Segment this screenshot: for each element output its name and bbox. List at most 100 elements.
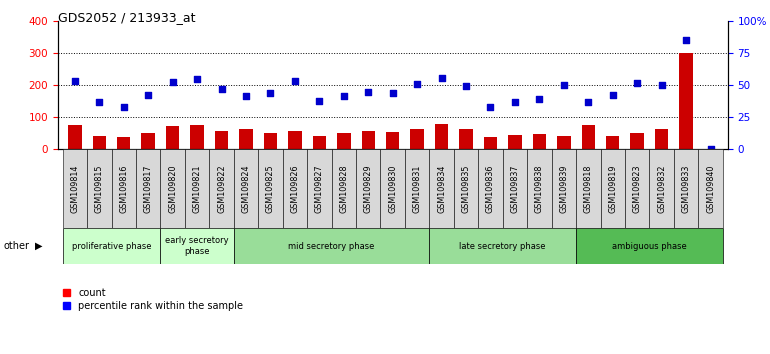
Text: GSM109834: GSM109834	[437, 164, 446, 213]
Bar	[117, 137, 130, 149]
Point	[436, 75, 448, 81]
Bar	[386, 132, 400, 149]
Point	[607, 92, 619, 98]
Text: GSM109816: GSM109816	[119, 164, 129, 213]
Text: GSM109817: GSM109817	[144, 164, 152, 213]
Bar	[209, 149, 234, 228]
Bar	[649, 149, 674, 228]
Bar	[430, 149, 454, 228]
Point	[142, 93, 154, 98]
Text: GSM109822: GSM109822	[217, 164, 226, 213]
Bar	[484, 137, 497, 149]
Text: GSM109832: GSM109832	[657, 164, 666, 213]
Point	[93, 99, 105, 104]
Point	[582, 99, 594, 104]
Bar	[215, 131, 228, 149]
Bar	[136, 149, 160, 228]
Text: GSM109820: GSM109820	[168, 164, 177, 213]
Point	[460, 83, 472, 88]
Point	[191, 76, 203, 82]
Bar	[356, 149, 380, 228]
Bar	[576, 149, 601, 228]
Text: GSM109823: GSM109823	[633, 164, 641, 213]
Text: proliferative phase: proliferative phase	[72, 241, 151, 251]
Text: GSM109815: GSM109815	[95, 164, 104, 213]
Text: GSM109825: GSM109825	[266, 164, 275, 213]
Text: GSM109831: GSM109831	[413, 164, 422, 213]
Bar	[655, 129, 668, 149]
Point	[337, 93, 350, 99]
Text: GSM109827: GSM109827	[315, 164, 324, 213]
Bar	[68, 125, 82, 149]
Bar	[166, 126, 179, 149]
Point	[509, 99, 521, 104]
Bar	[478, 149, 503, 228]
Text: GSM109836: GSM109836	[486, 164, 495, 213]
Bar	[362, 131, 375, 149]
Text: GSM109835: GSM109835	[461, 164, 470, 213]
Bar	[631, 133, 644, 149]
Bar	[264, 133, 277, 149]
Point	[705, 146, 717, 152]
Point	[289, 78, 301, 84]
Text: GSM109838: GSM109838	[535, 164, 544, 213]
Point	[411, 81, 424, 87]
Point	[118, 104, 130, 109]
Legend: count, percentile rank within the sample: count, percentile rank within the sample	[62, 288, 243, 311]
Point	[239, 93, 252, 99]
Text: GSM109829: GSM109829	[363, 164, 373, 213]
Bar	[405, 149, 430, 228]
Bar	[460, 129, 473, 149]
Bar	[601, 149, 625, 228]
Bar	[557, 136, 571, 149]
Point	[557, 82, 570, 88]
Point	[69, 78, 81, 84]
Bar	[87, 149, 112, 228]
Bar	[234, 228, 430, 264]
Text: late secretory phase: late secretory phase	[460, 241, 546, 251]
Bar	[185, 149, 209, 228]
Bar	[112, 149, 136, 228]
Point	[362, 89, 374, 95]
Text: mid secretory phase: mid secretory phase	[289, 241, 375, 251]
Bar	[337, 133, 350, 149]
Point	[216, 86, 228, 92]
Bar	[625, 149, 649, 228]
Point	[655, 82, 668, 88]
Text: GSM109819: GSM109819	[608, 164, 618, 213]
Bar	[581, 125, 595, 149]
Bar	[288, 131, 302, 149]
Bar	[454, 149, 478, 228]
Bar	[430, 228, 576, 264]
Bar	[674, 149, 698, 228]
Text: early secretory
phase: early secretory phase	[166, 236, 229, 256]
Text: other: other	[4, 241, 30, 251]
Bar	[313, 136, 326, 149]
Text: GSM109837: GSM109837	[511, 164, 520, 213]
Bar	[332, 149, 356, 228]
Point	[313, 98, 326, 104]
Point	[484, 104, 497, 110]
Text: GSM109830: GSM109830	[388, 164, 397, 213]
Bar	[239, 129, 253, 149]
Bar	[62, 149, 87, 228]
Bar	[606, 136, 619, 149]
Point	[387, 90, 399, 96]
Bar	[234, 149, 258, 228]
Text: GSM109833: GSM109833	[681, 164, 691, 213]
Text: GSM109839: GSM109839	[559, 164, 568, 213]
Text: GSM109821: GSM109821	[192, 164, 202, 213]
Bar	[160, 228, 234, 264]
Bar	[92, 136, 106, 149]
Text: GSM109814: GSM109814	[70, 164, 79, 213]
Point	[264, 90, 276, 96]
Bar	[62, 228, 160, 264]
Bar	[576, 228, 723, 264]
Point	[631, 80, 644, 86]
Text: ambiguous phase: ambiguous phase	[612, 241, 687, 251]
Bar	[160, 149, 185, 228]
Point	[680, 38, 692, 43]
Text: GSM109840: GSM109840	[706, 164, 715, 213]
Text: GDS2052 / 213933_at: GDS2052 / 213933_at	[58, 11, 196, 24]
Bar	[503, 149, 527, 228]
